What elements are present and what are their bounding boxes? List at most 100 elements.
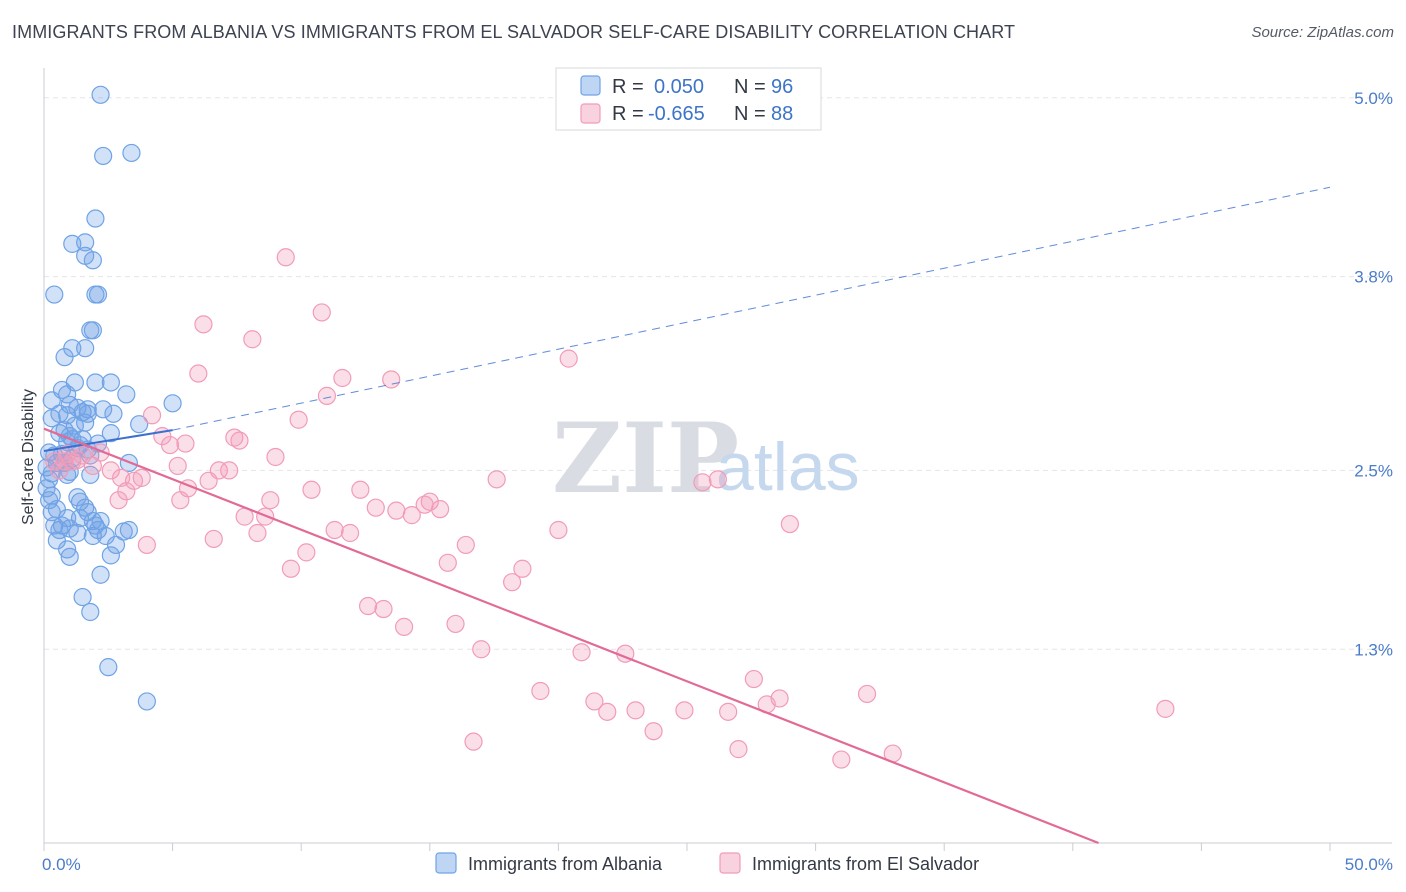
albania-point	[73, 587, 92, 607]
albania-point	[119, 520, 138, 540]
albania-point	[94, 146, 113, 166]
albania-point	[65, 416, 84, 435]
el-salvador-point	[204, 529, 223, 549]
legend-n-value-albania: 96	[771, 76, 793, 98]
albania-point	[99, 658, 118, 677]
el-salvador-point	[572, 643, 591, 662]
el-salvador-point	[68, 450, 87, 470]
el-salvador-point	[857, 684, 877, 704]
x-tick-label-0: 0.0%	[42, 855, 81, 874]
el-salvador-point	[171, 491, 190, 510]
albania-point	[78, 400, 97, 419]
el-salvador-point	[420, 492, 439, 511]
el-salvador-point	[693, 473, 712, 492]
el-salvador-point	[289, 410, 308, 429]
albania-point	[68, 523, 87, 543]
albania-point	[86, 373, 105, 392]
el-salvador-point	[325, 520, 344, 540]
el-salvador-point	[1156, 699, 1175, 718]
el-salvador-point	[438, 553, 457, 572]
el-salvador-point	[302, 480, 321, 499]
el-salvador-point	[243, 330, 262, 349]
albania-point	[76, 339, 95, 358]
albania-point	[91, 85, 110, 104]
el-salvador-point	[744, 669, 763, 689]
bottom-legend-swatch-el-salvador	[719, 852, 741, 874]
el-salvador-point	[117, 482, 136, 501]
albania-point	[117, 385, 136, 404]
albania-point	[83, 526, 102, 546]
trend-albania-solid	[43, 429, 173, 453]
albania-point	[137, 692, 156, 711]
series-el-salvador-points	[45, 248, 1175, 769]
el-salvador-point	[83, 456, 102, 476]
watermark-atlas: atlas	[716, 429, 860, 505]
gridlines	[44, 97, 1392, 650]
albania-point	[104, 404, 123, 423]
legend-n-label-el-salvador: N =	[734, 103, 766, 125]
trend-lines	[43, 186, 1331, 845]
el-salvador-point	[626, 701, 645, 720]
albania-point	[86, 209, 105, 228]
albania-point	[130, 415, 149, 434]
albania-point	[42, 391, 61, 410]
el-salvador-point	[549, 520, 568, 540]
albania-point	[58, 540, 77, 559]
el-salvador-point	[281, 559, 301, 578]
el-salvador-point	[387, 501, 406, 520]
el-salvador-point	[137, 535, 156, 555]
albania-point	[122, 143, 141, 163]
el-salvador-point	[598, 702, 617, 721]
albania-point	[81, 602, 100, 622]
el-salvador-point	[780, 514, 799, 534]
el-salvador-point	[160, 435, 180, 455]
el-salvador-point	[317, 386, 337, 405]
y-tick-label-3: 5.0%	[1354, 89, 1393, 108]
el-salvador-point	[176, 434, 195, 453]
legend-r-label-albania: R =	[612, 76, 644, 98]
albania-point	[91, 565, 110, 584]
el-salvador-point	[209, 461, 228, 480]
el-salvador-point	[358, 596, 378, 616]
chart-title: IMMIGRANTS FROM ALBANIA VS IMMIGRANTS FR…	[12, 22, 1016, 42]
el-salvador-point	[189, 364, 208, 383]
el-salvador-point	[531, 681, 550, 701]
el-salvador-point	[430, 500, 450, 519]
albania-point	[63, 234, 82, 253]
albania-point	[96, 526, 115, 546]
el-salvador-point	[394, 617, 414, 636]
albania-point	[60, 547, 79, 566]
bottom-legend-label-el-salvador: Immigrants from El Salvador	[752, 854, 979, 874]
albania-point	[163, 394, 182, 413]
el-salvador-point	[225, 428, 244, 447]
albania-point	[42, 503, 61, 522]
legend-r-label-el-salvador: R =	[612, 103, 644, 125]
el-salvador-point	[266, 447, 285, 467]
albania-point	[101, 373, 120, 392]
bottom-legend-swatch-albania	[435, 852, 457, 874]
y-tick-labels: 1.3% 2.5% 3.8% 5.0%	[1354, 89, 1393, 659]
el-salvador-point	[230, 431, 249, 450]
axes	[43, 68, 1392, 851]
el-salvador-point	[101, 461, 120, 480]
source-credit: Source: ZipAtlas.com	[1251, 24, 1394, 41]
el-salvador-point	[58, 444, 77, 464]
el-salvador-point	[194, 315, 213, 334]
el-salvador-point	[340, 523, 360, 543]
el-salvador-point	[276, 248, 295, 267]
legend-swatch-albania	[580, 75, 601, 96]
el-salvador-point	[351, 480, 370, 499]
watermark-zip: ZIP	[552, 402, 739, 515]
el-salvador-point	[312, 303, 331, 322]
el-salvador-point	[374, 599, 393, 619]
el-salvador-point	[50, 461, 69, 480]
legend-n-value-el-salvador: 88	[771, 103, 793, 125]
legend-r-value-albania: 0.050	[654, 76, 704, 98]
el-salvador-point	[513, 559, 532, 578]
stats-legend: R = 0.050 N = 96 R = -0.665 N = 88	[555, 67, 822, 131]
el-salvador-point	[719, 702, 738, 721]
albania-point	[50, 520, 69, 540]
x-tick-label-1: 50.0%	[1345, 855, 1393, 874]
el-salvador-point	[832, 750, 851, 769]
